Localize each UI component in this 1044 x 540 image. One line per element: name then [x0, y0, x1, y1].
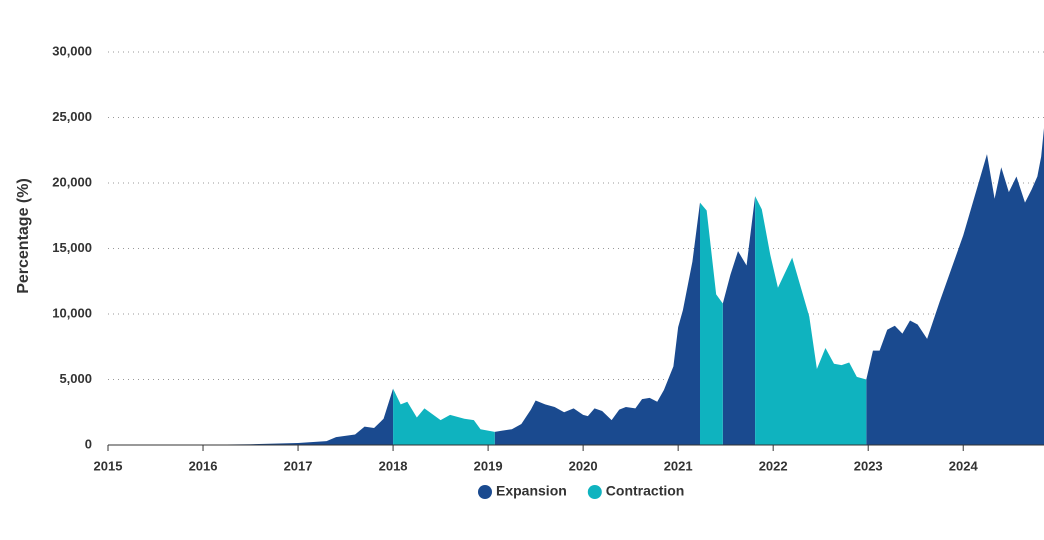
area: [393, 388, 495, 445]
x-tick-label: 2021: [664, 458, 693, 473]
area: [866, 127, 1044, 445]
legend-label: Expansion: [496, 483, 567, 499]
x-tick-label: 2018: [379, 458, 408, 473]
y-tick-label: 15,000: [52, 240, 92, 255]
x-tick-label: 2024: [949, 458, 979, 473]
area: [108, 388, 394, 445]
legend-label: Contraction: [606, 483, 685, 499]
y-axis-label: Percentage (%): [15, 178, 32, 294]
x-tick-label: 2020: [569, 458, 598, 473]
x-tick-label: 2022: [759, 458, 788, 473]
legend-marker: [587, 485, 602, 499]
x-tick-label: 2023: [854, 458, 883, 473]
x-tick-label: 2015: [94, 458, 123, 473]
legend-marker: [478, 485, 492, 499]
area: [494, 202, 701, 445]
x-tick-label: 2016: [189, 458, 218, 473]
area: [722, 196, 756, 445]
y-tick-label: 0: [85, 436, 92, 451]
y-tick-label: 5,000: [59, 371, 92, 386]
y-tick-label: 30,000: [52, 43, 92, 58]
y-tick-label: 25,000: [52, 109, 92, 124]
area: [755, 196, 867, 445]
y-tick-label: 20,000: [52, 174, 92, 189]
x-tick-label: 2019: [474, 458, 503, 473]
area: [700, 202, 723, 445]
y-tick-label: 10,000: [52, 305, 92, 320]
x-tick-label: 2017: [284, 458, 313, 473]
